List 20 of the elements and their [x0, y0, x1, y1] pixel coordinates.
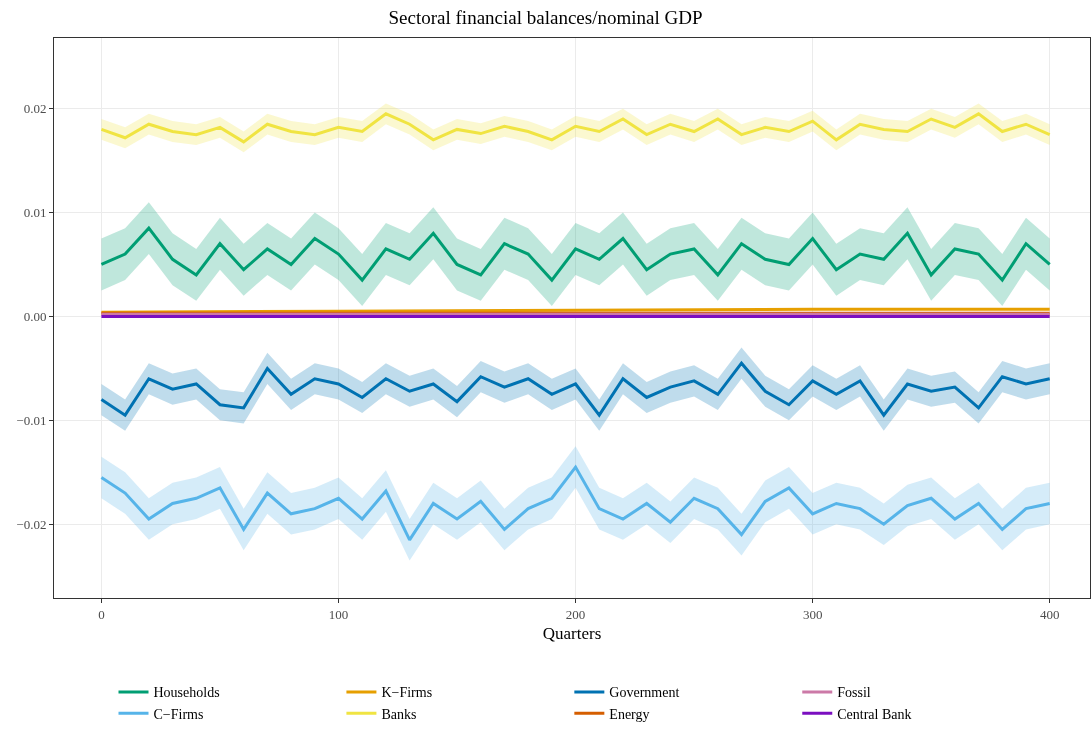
y-tick-label: −0.02 [16, 516, 47, 532]
chart-title: Sectoral financial balances/nominal GDP [388, 7, 703, 29]
legend-label: Central Bank [837, 706, 912, 722]
y-tick-label: −0.01 [16, 412, 47, 428]
legend-label: Energy [609, 706, 650, 722]
y-tick-label: 0.02 [23, 101, 47, 117]
legend-label: K−Firms [381, 685, 433, 701]
legend-label: Government [609, 685, 680, 701]
y-tick-label: 0.00 [23, 308, 47, 324]
x-tick-label: 400 [1039, 606, 1060, 622]
x-tick-label: 100 [328, 606, 349, 622]
y-tick-label: 0.01 [23, 205, 47, 221]
legend-label: Banks [381, 706, 417, 722]
legend-label: Fossil [837, 685, 871, 701]
x-axis-title: Quarters [542, 624, 602, 643]
x-tick-label: 0 [98, 606, 105, 622]
x-tick-label: 300 [802, 606, 823, 622]
legend-label: Households [153, 685, 220, 701]
x-tick-label: 200 [565, 606, 586, 622]
legend-label: C−Firms [153, 706, 204, 722]
